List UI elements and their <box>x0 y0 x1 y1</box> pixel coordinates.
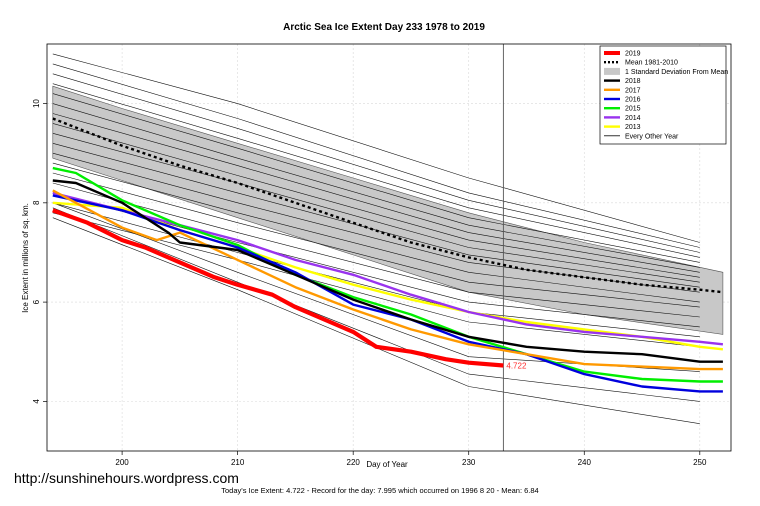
y-tick-label: 4 <box>32 399 41 404</box>
legend-label: 2017 <box>625 87 641 94</box>
legend-label: 2018 <box>625 78 641 85</box>
x-tick-label: 230 <box>462 458 476 467</box>
x-tick-label: 220 <box>347 458 361 467</box>
series-line-2015 <box>52 166 723 383</box>
legend-box <box>599 45 727 145</box>
other-year-line <box>52 182 700 318</box>
plot-area: 4.722 200 210 220 230 240 250 4 6 8 10 <box>32 43 732 467</box>
y-tick-label: 8 <box>32 200 41 205</box>
x-tick-label: 240 <box>578 458 592 467</box>
other-year-line <box>52 73 700 253</box>
x-axis-label: Day of Year <box>366 460 408 469</box>
x-tick-label: 200 <box>115 458 129 467</box>
other-year-line <box>52 63 700 248</box>
other-year-line <box>52 133 700 283</box>
legend-label: 2014 <box>625 115 641 122</box>
std-deviation-band <box>52 85 724 335</box>
other-year-line <box>52 207 700 402</box>
y-tick-label: 6 <box>32 299 41 304</box>
other-year-line <box>52 152 700 293</box>
other-year-line <box>52 202 700 338</box>
y-axis-label: Ice Extent in millions of sq. km. <box>21 203 30 313</box>
series-line-2017 <box>52 189 723 371</box>
chart-title: Arctic Sea Ice Extent Day 233 1978 to 20… <box>283 22 485 33</box>
footer-stats: Today's Ice Extent: 4.722 - Record for t… <box>221 486 539 495</box>
legend-label: 1 Standard Deviation From Mean <box>625 69 728 76</box>
other-year-line <box>52 217 700 424</box>
legend-label: Every Other Year <box>625 133 679 140</box>
other-year-line <box>52 93 700 263</box>
legend: 2019 Mean 1981-2010 1 Standard Deviation F… <box>599 45 728 145</box>
x-tick-label: 210 <box>231 458 245 467</box>
legend-label: 2015 <box>625 106 641 113</box>
watermark: http://sunshinehours.wordpress.com <box>14 470 239 486</box>
other-year-line <box>52 123 700 278</box>
series-line-2019 <box>52 208 504 368</box>
other-year-line <box>52 113 700 273</box>
series-line-2018 <box>52 179 723 363</box>
other-year-line <box>52 103 700 268</box>
legend-label: 2016 <box>625 97 641 104</box>
series-line-mean-1981-2010 <box>52 117 724 294</box>
x-tick-label: 250 <box>693 458 707 467</box>
legend-swatch <box>604 67 620 75</box>
plot-frame <box>46 43 732 452</box>
y-tick-label: 10 <box>32 99 41 108</box>
legend-label: Mean 1981-2010 <box>625 60 678 67</box>
other-year-line <box>52 83 700 258</box>
other-year-line <box>52 53 700 243</box>
legend-label: 2019 <box>625 51 641 58</box>
other-year-line <box>52 162 700 303</box>
legend-label: 2013 <box>625 124 641 131</box>
other-year-line <box>52 172 700 308</box>
current-extent-label: 4.722 <box>506 362 527 371</box>
